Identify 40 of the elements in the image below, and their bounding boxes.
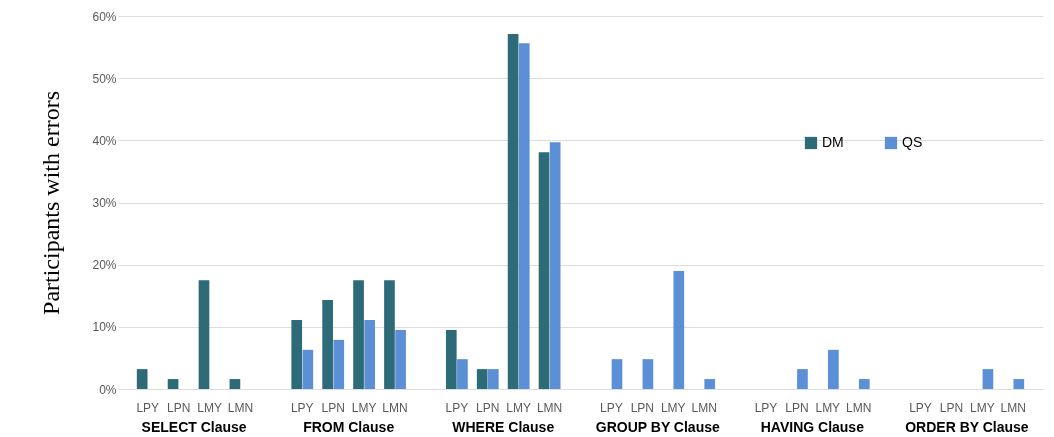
- x-tick-label: LPY: [136, 401, 160, 415]
- x-tick-label: LPN: [476, 401, 500, 415]
- x-tick-label: LPN: [166, 401, 191, 415]
- y-tick-label: 10%: [92, 320, 117, 335]
- x-tick-label: LPN: [630, 401, 654, 415]
- x-tick-label: LMN: [382, 401, 408, 415]
- x-tick-label: LMN: [691, 401, 717, 415]
- x-tick-label: LPN: [785, 401, 809, 415]
- x-tick-label: LMY: [970, 401, 995, 415]
- x-tick-label: LPY: [445, 401, 469, 415]
- x-tick-label: LMN: [536, 401, 563, 415]
- y-tick-label: 40%: [92, 133, 117, 148]
- x-tick-label: LMY: [815, 401, 841, 415]
- text: ORDER BY Clause: [905, 419, 1029, 435]
- x-tick-label: LPY: [909, 401, 932, 415]
- y-tick-label: 20%: [92, 258, 117, 273]
- x-tick-label: LPY: [290, 401, 314, 415]
- x-tick-label: LPY: [754, 401, 778, 415]
- x-tick-label: LPN: [939, 401, 964, 415]
- y-tick-label: 0%: [99, 382, 117, 397]
- legend-label: QS: [902, 134, 923, 150]
- x-tick-label: LMN: [227, 401, 254, 415]
- x-tick-label: LMY: [660, 401, 686, 415]
- y-axis-title: Participants with errors: [38, 91, 65, 315]
- y-tick-label: 60%: [92, 9, 117, 24]
- x-tick-label: LMY: [351, 401, 377, 415]
- y-tick-label: 30%: [92, 196, 117, 210]
- x-tick-label: LMY: [197, 401, 222, 415]
- legend-label: DM: [822, 134, 844, 150]
- x-tick-label: LPY: [600, 401, 623, 415]
- x-tick-label: LMY: [506, 401, 532, 415]
- text: SELECT Clause: [141, 419, 247, 435]
- x-tick-label: LPN: [321, 401, 345, 415]
- text: HAVING Clause: [760, 419, 865, 435]
- text: GROUP BY Clause: [595, 419, 720, 435]
- y-tick-label: 50%: [92, 71, 117, 86]
- text: WHERE Clause: [452, 419, 555, 435]
- x-tick-label: LMN: [1000, 401, 1026, 415]
- x-tick-label: LMN: [846, 401, 872, 415]
- text: FROM Clause: [303, 419, 395, 435]
